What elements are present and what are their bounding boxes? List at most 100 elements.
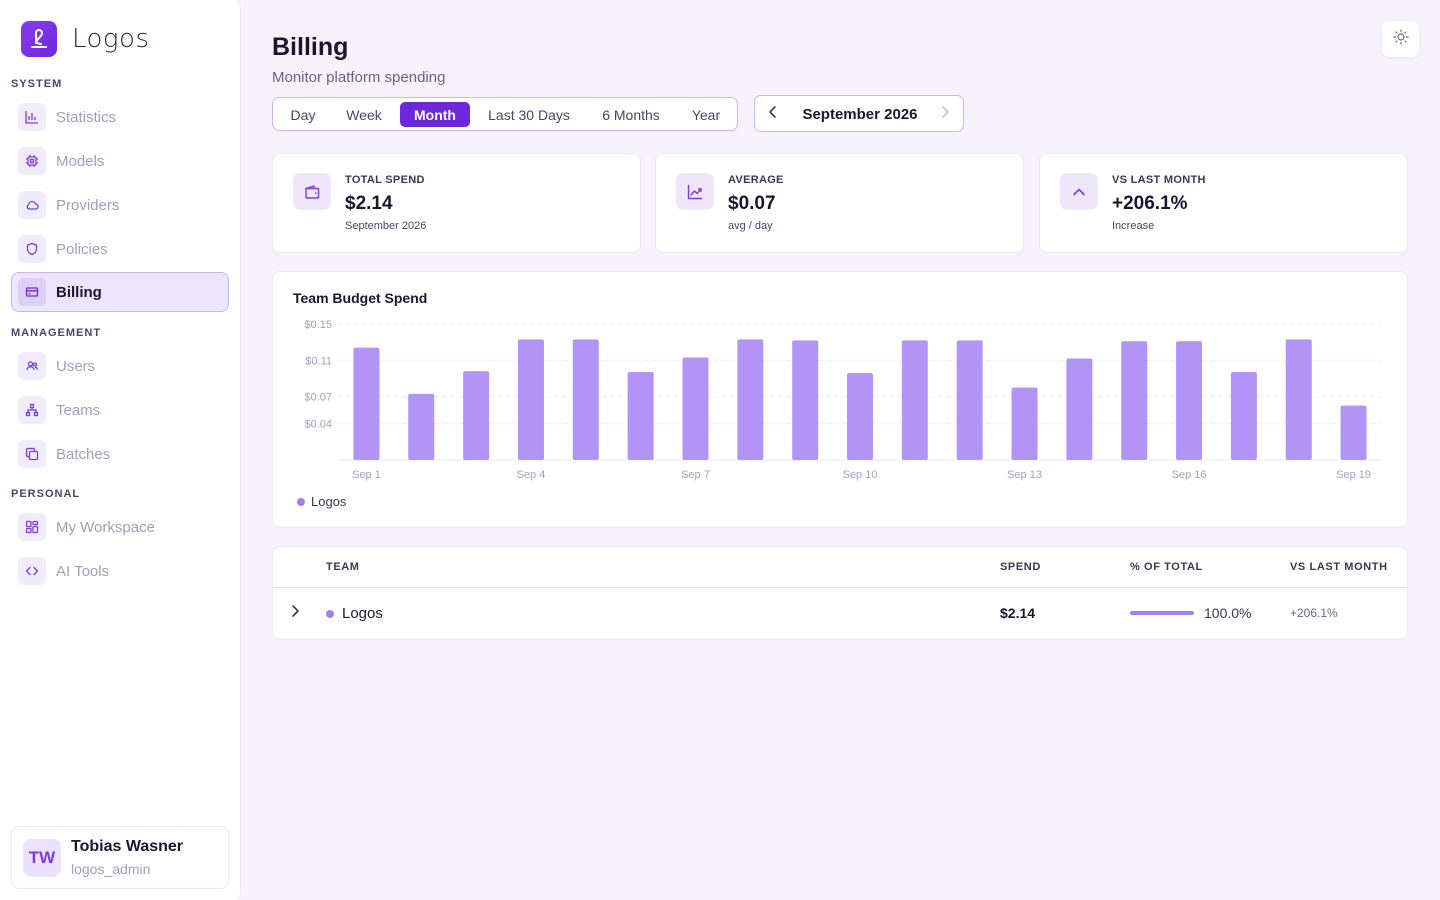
column-header-spend[interactable]: SPEND	[1000, 561, 1041, 573]
sidebar-item-label: Policies	[56, 240, 108, 258]
stat-note: avg / day	[728, 220, 773, 232]
x-tick-label: Sep 16	[1172, 469, 1207, 481]
time-range-selector: Day Week Month Last 30 Days 6 Months Yea…	[272, 97, 738, 131]
x-tick-label: Sep 19	[1336, 469, 1371, 481]
bar-sep-19[interactable]	[1340, 405, 1367, 460]
bar-sep-14[interactable]	[1066, 358, 1093, 460]
sidebar-item-label: Batches	[56, 445, 111, 463]
trend-up-icon	[676, 173, 714, 210]
range-option-6-months[interactable]: 6 Months	[602, 106, 660, 123]
x-tick-label: Sep 13	[1007, 469, 1042, 481]
bar-sep-4[interactable]	[517, 339, 544, 460]
page-title: Billing	[272, 33, 349, 61]
chevron-up-icon	[1060, 173, 1098, 210]
code-icon	[18, 557, 46, 585]
sidebar-item-models[interactable]: Models	[11, 141, 229, 181]
range-option-week[interactable]: Week	[346, 106, 382, 123]
team-percent-of-total: 100.0%	[1130, 605, 1251, 621]
chip-icon	[18, 147, 46, 175]
bar-sep-13[interactable]	[1011, 387, 1038, 460]
table-row-team[interactable]: Logos	[326, 605, 383, 622]
stat-card-total-spend: TOTAL SPEND $2.14 September 2026	[272, 153, 641, 253]
sidebar-item-policies[interactable]: Policies	[11, 229, 229, 269]
team-spend-table: TEAM SPEND % OF TOTAL VS LAST MONTH Logo…	[272, 546, 1408, 640]
copy-icon	[18, 440, 46, 468]
bar-chart: $0.15 $0.11 $0.07 $0.04 Sep 1 Sep 4 Sep 7 Sep 1…	[304, 319, 1381, 481]
section-label-system: SYSTEM	[11, 78, 63, 90]
stat-note: Increase	[1112, 220, 1155, 232]
section-label-management: MANAGEMENT	[11, 327, 102, 339]
team-budget-chart-card: Team Budget Spend $0.15 $0.11 $0.07 $0.04 Se…	[272, 271, 1408, 528]
expand-row-button[interactable]	[285, 603, 305, 623]
bar-sep-11[interactable]	[901, 340, 928, 460]
previous-period-button[interactable]	[763, 104, 783, 124]
sidebar-item-label: Providers	[56, 196, 120, 214]
brand[interactable]: Logos	[21, 21, 150, 57]
bar-sep-1[interactable]	[353, 347, 380, 460]
bar-sep-17[interactable]	[1230, 372, 1257, 460]
y-tick-label: $0.04	[304, 419, 332, 431]
bar-sep-8[interactable]	[737, 339, 764, 460]
stat-value: +206.1%	[1112, 193, 1188, 214]
bar-sep-12[interactable]	[956, 340, 983, 460]
range-option-year[interactable]: Year	[691, 106, 721, 123]
sidebar-item-users[interactable]: Users	[11, 346, 229, 386]
period-navigator: September 2026	[754, 95, 964, 132]
column-header-percent-of-total[interactable]: % OF TOTAL	[1130, 561, 1203, 573]
stat-label: TOTAL SPEND	[345, 174, 425, 186]
theme-toggle-button[interactable]	[1382, 21, 1419, 57]
sidebar-item-label: Statistics	[56, 108, 117, 126]
bar-sep-15[interactable]	[1121, 341, 1148, 460]
bar-sep-18[interactable]	[1285, 339, 1312, 460]
bar-sep-3[interactable]	[463, 371, 490, 460]
next-period-button[interactable]	[935, 104, 955, 124]
sidebar-item-ai-tools[interactable]: AI Tools	[11, 551, 229, 591]
sidebar-item-billing[interactable]: Billing	[11, 272, 229, 312]
stat-note: September 2026	[345, 220, 427, 232]
y-tick-label: $0.15	[304, 319, 332, 331]
bar-chart-icon	[18, 103, 46, 131]
logos-logo-icon	[21, 21, 57, 57]
user-name: Tobias Wasner	[71, 838, 184, 855]
stat-value: $0.07	[728, 193, 776, 214]
range-option-last-30-days[interactable]: Last 30 Days	[488, 106, 570, 123]
stat-label: VS LAST MONTH	[1112, 174, 1206, 186]
team-color-dot	[326, 609, 334, 618]
bar-sep-2[interactable]	[408, 393, 435, 460]
bar-sep-9[interactable]	[792, 340, 819, 460]
cloud-icon	[18, 191, 46, 219]
sun-icon	[1392, 28, 1409, 50]
team-spend: $2.14	[1000, 605, 1036, 621]
sidebar-item-my-workspace[interactable]: My Workspace	[11, 507, 229, 547]
bar-sep-6[interactable]	[627, 372, 654, 460]
sidebar-item-teams[interactable]: Teams	[11, 390, 229, 430]
sidebar: Logos SYSTEM Statistics Models Providers…	[0, 0, 241, 900]
bar-sep-16[interactable]	[1176, 341, 1203, 460]
wallet-icon	[293, 173, 331, 210]
legend-swatch	[297, 497, 305, 506]
sidebar-item-batches[interactable]: Batches	[11, 434, 229, 474]
stat-card-vs-last-month: VS LAST MONTH +206.1% Increase	[1039, 153, 1408, 253]
stat-value: $2.14	[345, 193, 393, 214]
sidebar-item-statistics[interactable]: Statistics	[11, 97, 229, 137]
column-header-team[interactable]: TEAM	[326, 561, 360, 573]
bar-sep-7[interactable]	[682, 357, 709, 460]
avatar: TW	[23, 838, 61, 877]
sidebar-item-providers[interactable]: Providers	[11, 185, 229, 225]
y-tick-label: $0.07	[304, 392, 332, 404]
column-header-vs-last-month[interactable]: VS LAST MONTH	[1290, 561, 1388, 573]
team-name: Logos	[342, 605, 383, 622]
bar-sep-10[interactable]	[847, 372, 873, 460]
x-tick-label: Sep 7	[681, 469, 710, 481]
page-subtitle: Monitor platform spending	[272, 69, 446, 86]
range-option-day[interactable]: Day	[290, 106, 316, 123]
x-tick-label: Sep 1	[352, 469, 381, 481]
user-profile-card[interactable]: TW Tobias Wasner logos_admin	[11, 826, 229, 889]
shield-icon	[18, 235, 46, 263]
legend-label: Logos	[311, 494, 347, 509]
sidebar-item-label: AI Tools	[56, 562, 110, 580]
range-option-month[interactable]: Month	[400, 102, 470, 127]
users-icon	[18, 352, 46, 380]
bar-sep-5[interactable]	[572, 339, 599, 460]
sidebar-item-label: My Workspace	[56, 518, 155, 536]
